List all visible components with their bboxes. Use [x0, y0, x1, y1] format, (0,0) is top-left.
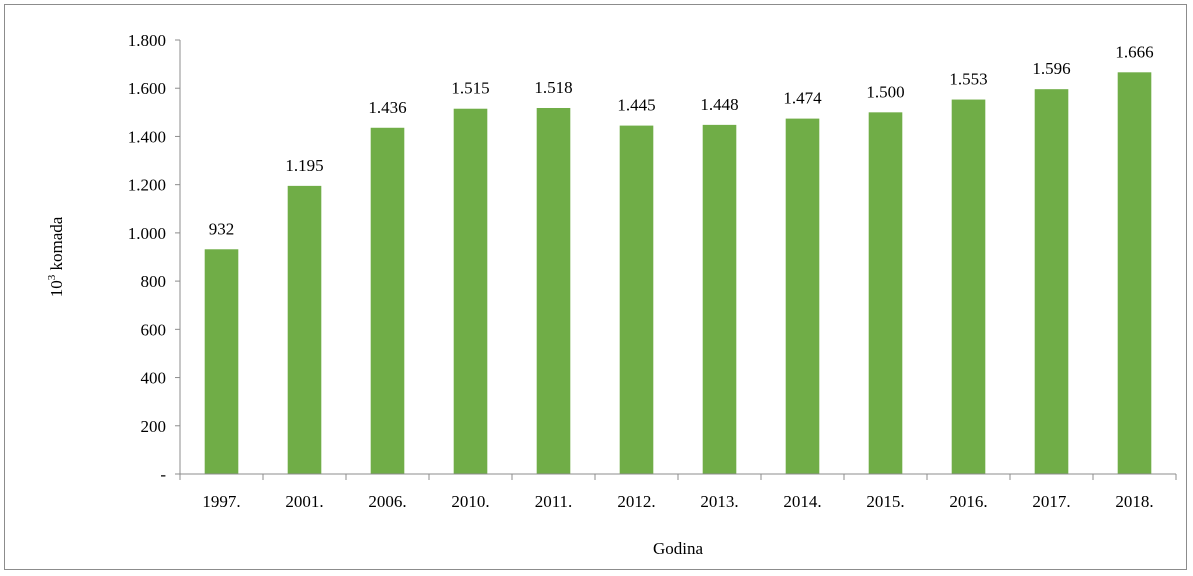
- x-tick-label: 2012.: [617, 492, 655, 511]
- y-tick-label: 1.800: [128, 31, 166, 50]
- y-tick-label: 400: [141, 369, 167, 388]
- bar: [1118, 72, 1152, 474]
- data-label: 1.666: [1115, 42, 1153, 61]
- y-axis-title-rest: komada: [47, 216, 66, 275]
- bar: [1035, 89, 1069, 474]
- y-tick-label: 800: [141, 272, 167, 291]
- data-label: 1.445: [617, 96, 655, 115]
- data-label: 932: [209, 219, 235, 238]
- x-tick-label: 2001.: [285, 492, 323, 511]
- bar: [952, 100, 986, 474]
- y-axis-title-base: 10: [47, 280, 66, 297]
- data-label: 1.518: [534, 78, 572, 97]
- data-labels: 932 1.195 1.436 1.515 1.518 1.445 1.448 1.474 1.…: [209, 42, 1154, 238]
- y-axis-ticks: - 200 400 600 800 1.000 1.200 1.400 1.600 1.800: [128, 31, 180, 484]
- data-label: 1.448: [700, 95, 738, 114]
- x-tick-label: 2014.: [783, 492, 821, 511]
- x-axis-ticks: 1997. 2001. 2006. 2010. 2011. 2012. 2013. 2014.…: [180, 474, 1176, 511]
- x-tick-label: 1997.: [202, 492, 240, 511]
- x-tick-label: 2013.: [700, 492, 738, 511]
- bar: [205, 249, 239, 474]
- y-tick-label: 600: [141, 320, 167, 339]
- bar: [288, 186, 322, 474]
- bar: [703, 125, 737, 474]
- data-label: 1.596: [1032, 59, 1070, 78]
- data-label: 1.436: [368, 98, 406, 117]
- bar: [537, 108, 571, 474]
- bar: [371, 128, 405, 474]
- y-tick-label: 200: [141, 417, 167, 436]
- x-tick-label: 2015.: [866, 492, 904, 511]
- bars: [205, 72, 1152, 474]
- x-tick-label: 2018.: [1115, 492, 1153, 511]
- x-tick-label: 2010.: [451, 492, 489, 511]
- y-axis-title: 103 komada: [46, 216, 66, 297]
- bar: [620, 126, 654, 474]
- y-tick-label: -: [160, 465, 166, 484]
- data-label: 1.553: [949, 70, 987, 89]
- y-tick-label: 1.200: [128, 176, 166, 195]
- data-label: 1.515: [451, 79, 489, 98]
- bar: [786, 119, 820, 474]
- y-tick-label: 1.400: [128, 127, 166, 146]
- x-tick-label: 2017.: [1032, 492, 1070, 511]
- data-label: 1.474: [783, 89, 822, 108]
- bar: [454, 109, 488, 474]
- data-label: 1.500: [866, 82, 904, 101]
- x-axis-title: Godina: [653, 539, 704, 558]
- x-tick-label: 2011.: [535, 492, 573, 511]
- x-tick-label: 2016.: [949, 492, 987, 511]
- data-label: 1.195: [285, 156, 323, 175]
- y-tick-label: 1.000: [128, 224, 166, 243]
- bar: [869, 112, 903, 474]
- y-tick-label: 1.600: [128, 79, 166, 98]
- x-tick-label: 2006.: [368, 492, 406, 511]
